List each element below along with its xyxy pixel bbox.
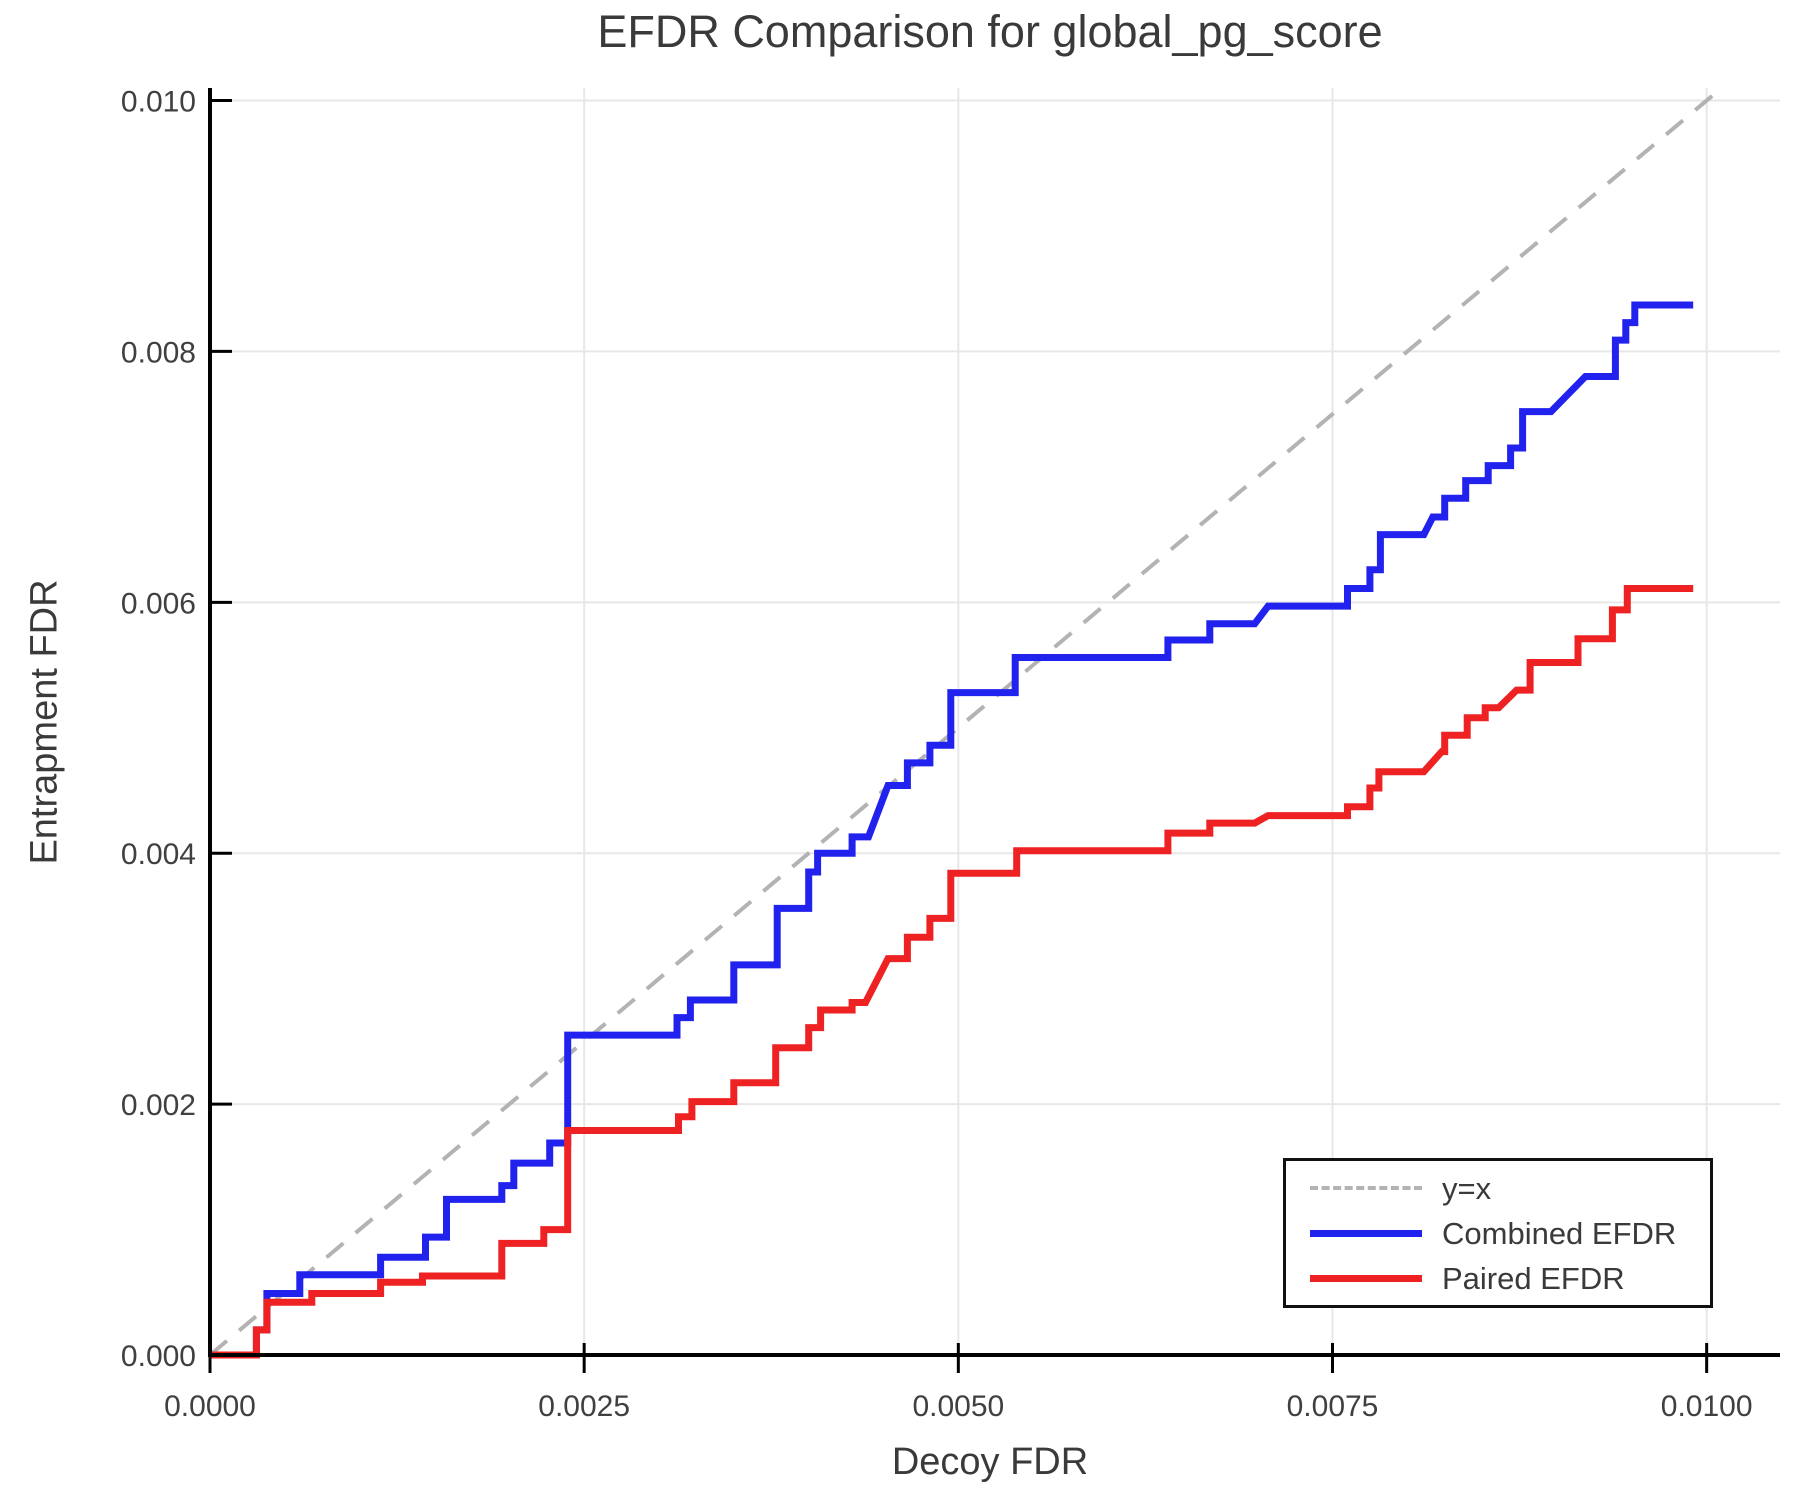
- curve-layer: [210, 301, 1694, 1359]
- legend-label: y=x: [1442, 1170, 1492, 1206]
- y-tick-label: 0.010: [121, 86, 196, 119]
- y-tick-label: 0.002: [121, 1089, 196, 1122]
- legend-label: Paired EFDR: [1442, 1260, 1625, 1296]
- paired-efdr-line: [210, 585, 1694, 1359]
- y-equals-x-line: [208, 86, 1723, 1357]
- y-equals-x-line-sample: [1310, 1186, 1422, 1190]
- combined-efdr-line: [210, 301, 1694, 1359]
- legend-item-y-equals-x: y=x: [1310, 1166, 1710, 1211]
- x-tick-label: 0.0050: [912, 1390, 1004, 1423]
- tick-label-layer: 0.0000 0.0025 0.0050 0.0075 0.0100 0.000 0.002…: [121, 86, 1753, 1423]
- chart-title: EFDR Comparison for global_pg_score: [597, 6, 1383, 57]
- legend-item-paired-efdr: Paired EFDR: [1310, 1256, 1710, 1301]
- x-tick-label: 0.0025: [538, 1390, 630, 1423]
- x-tick-label: 0.0000: [164, 1390, 256, 1423]
- y-tick-label: 0.008: [121, 336, 196, 369]
- x-tick-label: 0.0075: [1287, 1390, 1379, 1423]
- paired-efdr-line-sample: [1310, 1274, 1422, 1282]
- y-equals-x-layer: [208, 86, 1723, 1357]
- x-tick-label: 0.0100: [1661, 1390, 1753, 1423]
- x-axis-label: Decoy FDR: [891, 1441, 1089, 1483]
- axis-spine-layer: [208, 88, 1780, 1357]
- legend-box: y=x Combined EFDR Paired EFDR: [1283, 1158, 1713, 1308]
- y-axis-label: Entrapment FDR: [23, 579, 66, 865]
- y-tick-label: 0.000: [121, 1340, 196, 1373]
- legend-label: Combined EFDR: [1442, 1215, 1677, 1251]
- combined-efdr-line-sample: [1310, 1229, 1422, 1237]
- legend-item-combined-efdr: Combined EFDR: [1310, 1211, 1710, 1256]
- y-tick-label: 0.006: [121, 587, 196, 620]
- y-tick-label: 0.004: [121, 838, 196, 871]
- tick-mark-layer: [208, 99, 1709, 1373]
